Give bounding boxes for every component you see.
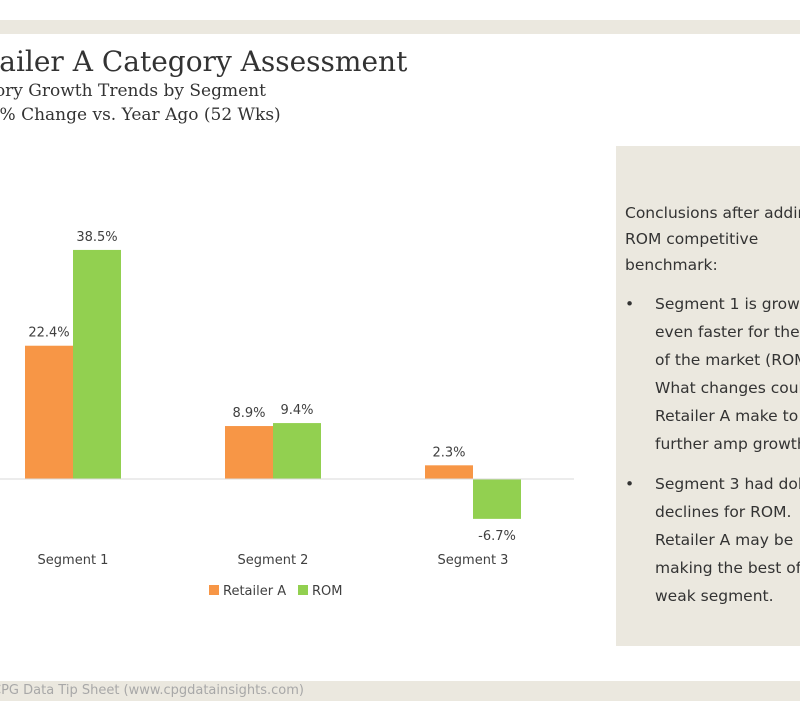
bullet-icon: •: [625, 295, 635, 313]
conclusion-text: Segment 3 had doll declines for ROM. Ret…: [655, 475, 800, 605]
bullet-icon: •: [625, 475, 635, 493]
data-label: 8.9%: [232, 406, 265, 421]
bar-retailer-a-2: [225, 426, 273, 479]
data-label: 9.4%: [280, 403, 313, 418]
legend-swatch: [209, 585, 219, 595]
legend-label: ROM: [312, 584, 342, 599]
top-band: [0, 20, 800, 34]
conclusions-intro: Conclusions after addin ROM competitive …: [625, 204, 800, 274]
chart-legend: Retailer A ROM: [209, 584, 342, 599]
bar-rom-2: [273, 423, 321, 479]
conclusions-panel: Conclusions after addin ROM competitive …: [616, 146, 800, 646]
footer-band: [0, 681, 800, 701]
chart-caption: r % Change vs. Year Ago (52 Wks): [0, 105, 281, 125]
category-label: Segment 3: [438, 553, 509, 568]
bar-retailer-a-3: [425, 465, 473, 479]
category-label: Segment 2: [238, 553, 309, 568]
bar-retailer-a-1: [25, 345, 73, 479]
bar-rom-1: [73, 249, 121, 479]
legend-swatch: [298, 585, 308, 595]
data-label: -6.7%: [478, 529, 516, 544]
data-label: 22.4%: [28, 326, 69, 341]
page-title: tailer A Category Assessment: [0, 45, 408, 78]
bar-rom-3: [473, 479, 521, 519]
data-label: 38.5%: [76, 230, 117, 245]
conclusions-list: • Segment 1 is growin even faster for the…: [616, 290, 800, 622]
conclusion-item: • Segment 1 is growin even faster for the…: [616, 290, 800, 458]
conclusion-item: • Segment 3 had doll declines for ROM. Re…: [616, 470, 800, 610]
category-label: Segment 1: [38, 553, 109, 568]
data-label: 2.3%: [432, 445, 465, 460]
footer-text: CPG Data Tip Sheet (www.cpgdatainsights.…: [0, 683, 304, 698]
legend-label: Retailer A: [223, 584, 286, 599]
page-subtitle: egory Growth Trends by Segment: [0, 81, 266, 101]
conclusion-text: Segment 1 is growin even faster for the …: [655, 295, 800, 453]
bar-chart: 22.4% 38.5% Segment 1 8.9% 9.4% Segment 2 2.3%…: [0, 230, 574, 599]
